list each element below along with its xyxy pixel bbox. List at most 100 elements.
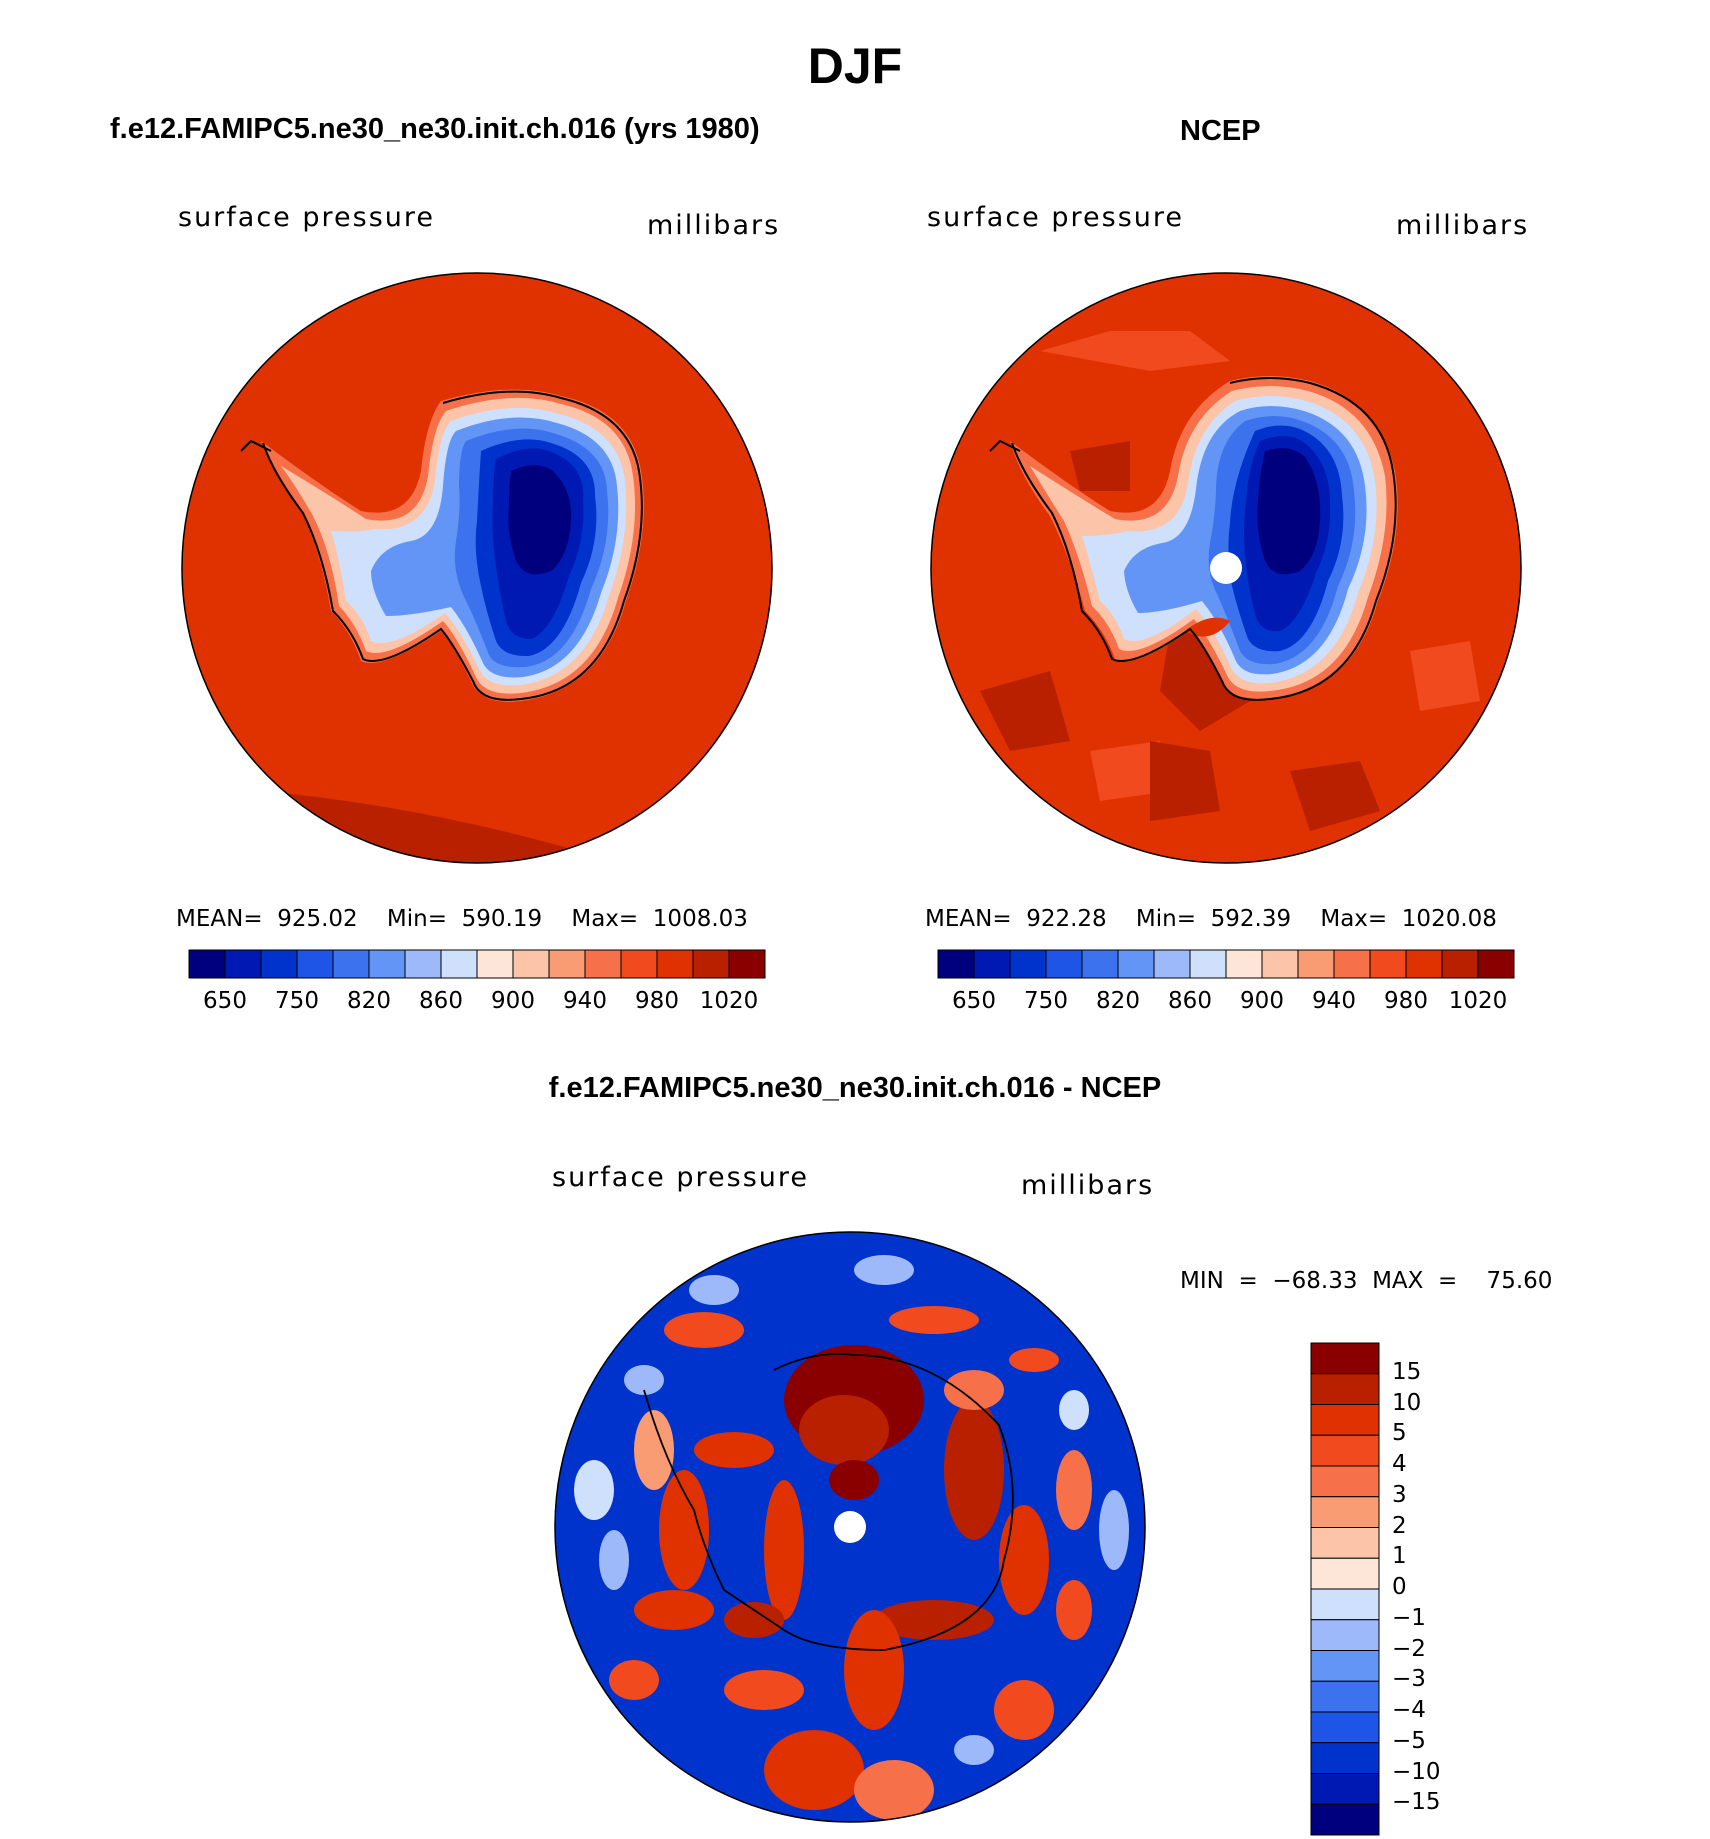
anomaly-region: [609, 1660, 659, 1700]
colorbar-swatch: [1310, 1527, 1380, 1559]
colorbar-swatch: [1369, 949, 1407, 979]
colorbar-tick-label: 860: [419, 988, 463, 1014]
colorbar-tick-label: 1020: [1448, 988, 1508, 1014]
pole-hole: [1210, 552, 1242, 584]
colorbar-swatch: [1310, 1650, 1380, 1682]
colorbar-swatch: [1225, 949, 1263, 979]
colorbar-tick-label: 3: [1392, 1481, 1407, 1508]
obs-stats: MEAN= 922.28 Min= 592.39 Max= 1020.08: [925, 906, 1497, 932]
colorbar-swatch: [1310, 1680, 1380, 1713]
colorbar-swatch: [1189, 949, 1227, 979]
page-title: DJF: [807, 38, 903, 94]
colorbar-swatch: [1441, 949, 1479, 979]
anomaly-region: [694, 1432, 774, 1468]
anomaly-region: [1056, 1450, 1092, 1530]
colorbar-swatch: [1081, 949, 1119, 979]
colorbar-swatch: [1310, 1773, 1380, 1805]
colorbar-tick-label: 5: [1392, 1420, 1407, 1447]
model-units-label: millibars: [647, 210, 781, 241]
obs-colorbar: [937, 949, 1515, 979]
colorbar-swatch: [260, 949, 298, 979]
colorbar-swatch: [1310, 1557, 1380, 1590]
colorbar-swatch: [1310, 1465, 1380, 1498]
colorbar-swatch: [728, 949, 766, 979]
anomaly-region: [724, 1602, 784, 1638]
pole-hole: [834, 1511, 866, 1543]
obs-units-label: millibars: [1396, 210, 1530, 241]
colorbar-swatch: [1477, 949, 1515, 979]
model-variable-label: surface pressure: [178, 202, 435, 233]
colorbar-swatch: [620, 949, 658, 979]
diff-panel-heading: f.e12.FAMIPC5.ne30_ne30.init.ch.016 - NC…: [548, 1072, 1162, 1104]
colorbar-swatch: [973, 949, 1011, 979]
model-panel-heading: f.e12.FAMIPC5.ne30_ne30.init.ch.016 (yrs…: [110, 113, 760, 145]
colorbar-tick-label: −10: [1392, 1758, 1441, 1785]
model-polar-map: [181, 272, 773, 864]
colorbar-swatch: [937, 949, 975, 979]
anomaly-region: [664, 1312, 744, 1348]
anomaly-region: [574, 1460, 614, 1520]
colorbar-tick-label: 2: [1392, 1512, 1407, 1539]
anomaly-region: [799, 1395, 889, 1465]
colorbar-tick-label: 980: [1384, 988, 1428, 1014]
colorbar-tick-label: 1: [1392, 1543, 1407, 1570]
colorbar-swatch: [1310, 1803, 1380, 1836]
obs-panel-heading: NCEP: [1180, 115, 1261, 147]
colorbar-swatch: [476, 949, 514, 979]
anomaly-region: [854, 1255, 914, 1285]
anomaly-region: [689, 1275, 739, 1305]
colorbar-swatch: [440, 949, 478, 979]
obs-polar-map: [930, 272, 1522, 864]
colorbar-tick-label: −2: [1392, 1635, 1426, 1662]
colorbar-swatch: [1310, 1496, 1380, 1528]
colorbar-swatch: [584, 949, 622, 979]
colorbar-tick-label: 820: [1096, 988, 1140, 1014]
colorbar-swatch: [1310, 1404, 1380, 1436]
colorbar-swatch: [1310, 1619, 1380, 1651]
colorbar-tick-label: 900: [491, 988, 535, 1014]
anomaly-region: [954, 1735, 994, 1765]
colorbar-swatch: [1310, 1588, 1380, 1621]
anomaly-region: [994, 1680, 1054, 1740]
diff-colorbar: [1310, 1342, 1380, 1836]
anomaly-region: [844, 1610, 904, 1730]
colorbar-tick-label: 10: [1392, 1389, 1422, 1416]
diff-stats: MIN = −68.33 MAX = 75.60: [1180, 1268, 1553, 1294]
colorbar-swatch: [1310, 1373, 1380, 1405]
colorbar-tick-label: 860: [1168, 988, 1212, 1014]
colorbar-tick-label: −5: [1392, 1727, 1426, 1754]
colorbar-tick-label: 1020: [699, 988, 759, 1014]
diff-variable-label: surface pressure: [552, 1162, 809, 1193]
colorbar-swatch: [1310, 1742, 1380, 1774]
anomaly-region: [854, 1760, 934, 1820]
colorbar-swatch: [512, 949, 550, 979]
colorbar-swatch: [1009, 949, 1047, 979]
colorbar-tick-label: 980: [635, 988, 679, 1014]
colorbar-swatch: [1117, 949, 1155, 979]
anomaly-region: [889, 1306, 979, 1334]
colorbar-tick-label: 4: [1392, 1451, 1407, 1477]
colorbar-swatch: [332, 949, 370, 979]
anomaly-region: [634, 1410, 674, 1490]
colorbar-swatch: [1310, 1711, 1380, 1744]
anomaly-region: [764, 1730, 864, 1810]
anomaly-region: [944, 1400, 1004, 1540]
anomaly-region: [1056, 1580, 1092, 1640]
colorbar-swatch: [188, 949, 226, 979]
anomaly-region: [874, 1600, 994, 1640]
colorbar-tick-label: −4: [1392, 1697, 1426, 1723]
colorbar-swatch: [548, 949, 586, 979]
colorbar-tick-label: 940: [563, 988, 607, 1014]
colorbar-tick-label: −15: [1392, 1789, 1441, 1816]
colorbar-swatch: [1297, 949, 1335, 979]
colorbar-swatch: [1405, 949, 1443, 979]
colorbar-tick-label: 940: [1312, 988, 1356, 1014]
colorbar-tick-label: 820: [347, 988, 391, 1014]
colorbar-tick-label: −1: [1392, 1604, 1426, 1631]
anomaly-region: [1059, 1390, 1089, 1430]
model-colorbar: [188, 949, 766, 979]
anomaly-region: [1099, 1490, 1129, 1570]
colorbar-swatch: [1153, 949, 1191, 979]
colorbar-swatch: [692, 949, 730, 979]
colorbar-swatch: [296, 949, 334, 979]
